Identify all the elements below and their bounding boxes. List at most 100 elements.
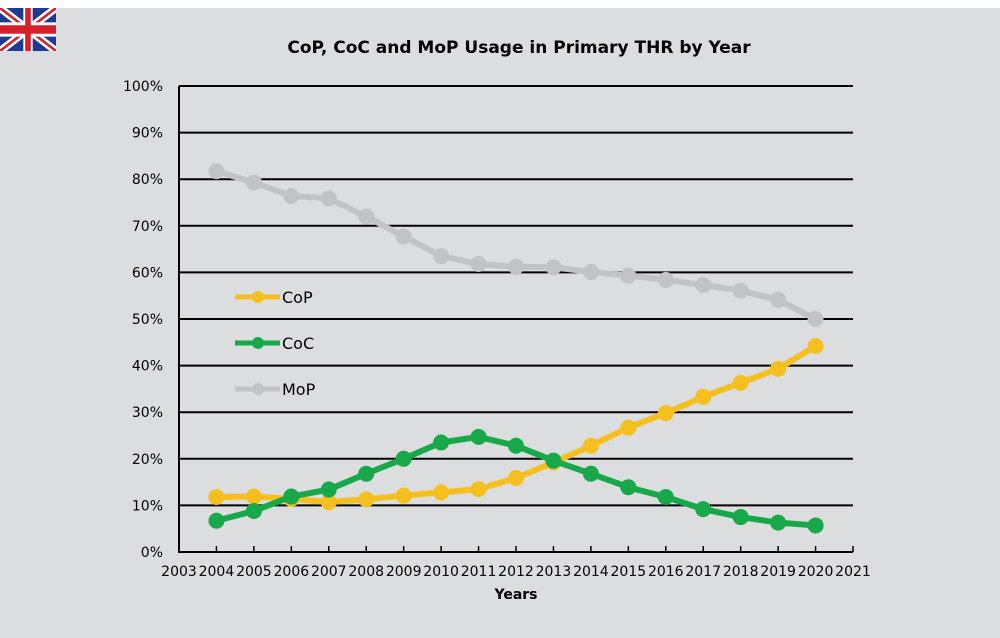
data-point-coc (582, 465, 599, 482)
data-point-cop (208, 489, 225, 506)
y-tick-label: 100% (123, 79, 163, 95)
x-tick-label: 2020 (798, 564, 834, 580)
data-point-cop (770, 360, 787, 377)
x-tick-label: 2021 (835, 564, 871, 580)
data-point-mop (582, 263, 599, 280)
y-tick-label: 0% (141, 545, 163, 561)
series-layer (208, 163, 824, 534)
x-tick-label: 2007 (311, 564, 347, 580)
data-point-cop (358, 491, 375, 508)
data-point-coc (283, 488, 300, 505)
legend-item-mop: MoP (235, 380, 316, 399)
x-axis-ticks: 2003 2004 2005 2006 2007 2008 2009 2010 2011 2012… (161, 546, 871, 580)
y-tick-label: 10% (132, 498, 163, 514)
data-point-mop (208, 163, 225, 180)
data-point-coc (470, 428, 487, 445)
x-tick-label: 2013 (536, 564, 572, 580)
data-point-cop (620, 419, 637, 436)
data-point-mop (807, 311, 824, 327)
data-point-coc (358, 465, 375, 482)
y-tick-label: 20% (132, 452, 163, 468)
data-point-cop (395, 487, 412, 504)
data-point-cop (433, 484, 450, 501)
legend-swatch-marker (252, 383, 264, 395)
x-tick-label: 2018 (723, 564, 759, 580)
legend-label: CoP (282, 288, 313, 307)
data-point-coc (732, 509, 749, 526)
data-point-cop (470, 481, 487, 498)
x-tick-label: 2004 (199, 564, 235, 580)
data-point-cop (245, 488, 262, 505)
data-point-coc (395, 450, 412, 467)
x-tick-label: 2016 (648, 564, 684, 580)
x-tick-label: 2011 (461, 564, 497, 580)
gridlines (179, 85, 853, 507)
legend-item-coc: CoC (235, 334, 314, 353)
chart-background (0, 8, 1000, 638)
data-point-coc (320, 481, 337, 498)
series-coc (208, 428, 824, 534)
data-point-cop (807, 338, 824, 355)
legend-label: CoC (282, 334, 314, 353)
x-tick-label: 2014 (573, 564, 609, 580)
y-axis-ticks: 0% 10% 20% 30% 40% 50% 60% 70% 80% 90% 100% (123, 79, 163, 561)
data-point-cop (695, 388, 712, 405)
data-point-coc (208, 512, 225, 529)
data-point-coc (807, 517, 824, 534)
data-point-coc (545, 452, 562, 469)
x-tick-label: 2006 (274, 564, 310, 580)
uk-flag-icon (0, 8, 56, 51)
y-tick-label: 30% (132, 405, 163, 421)
data-point-mop (508, 258, 524, 275)
x-axis-title: Years (493, 587, 537, 603)
x-tick-label: 2010 (423, 564, 459, 580)
legend-swatch-marker (252, 291, 264, 303)
data-point-cop (508, 469, 524, 486)
data-point-mop (283, 187, 300, 204)
data-point-mop (657, 271, 674, 288)
chart-title: CoP, CoC and MoP Usage in Primary THR by… (287, 38, 751, 58)
data-point-mop (320, 190, 337, 207)
x-tick-label: 2008 (348, 564, 384, 580)
x-tick-label: 2012 (498, 564, 534, 580)
x-tick-label: 2017 (685, 564, 721, 580)
data-point-mop (545, 259, 562, 276)
data-point-coc (620, 479, 637, 496)
x-tick-label: 2015 (611, 564, 647, 580)
x-tick-label: 2005 (236, 564, 272, 580)
x-tick-label: 2019 (760, 564, 796, 580)
data-point-coc (657, 489, 674, 506)
data-point-cop (582, 437, 599, 454)
legend-label: MoP (282, 380, 316, 399)
data-point-mop (245, 174, 262, 191)
legend: CoP CoC MoP (235, 288, 316, 399)
data-point-coc (770, 514, 787, 531)
data-point-mop (732, 282, 749, 299)
series-mop (208, 163, 824, 327)
y-tick-label: 90% (132, 126, 163, 142)
data-point-mop (470, 256, 487, 273)
x-tick-label: 2003 (161, 564, 197, 580)
data-point-mop (395, 228, 412, 245)
legend-swatch-marker (252, 337, 264, 349)
x-tick-label: 2009 (386, 564, 422, 580)
data-point-coc (245, 502, 262, 519)
y-tick-label: 50% (132, 312, 163, 328)
y-tick-label: 80% (132, 172, 163, 188)
y-tick-label: 40% (132, 359, 163, 375)
data-point-mop (770, 291, 787, 308)
data-point-mop (433, 248, 450, 265)
data-point-coc (508, 437, 524, 454)
data-point-coc (695, 501, 712, 518)
series-cop (208, 338, 824, 511)
data-point-mop (358, 208, 375, 225)
data-point-cop (320, 494, 337, 511)
data-point-coc (433, 434, 450, 451)
legend-item-cop: CoP (235, 288, 313, 307)
data-point-mop (695, 276, 712, 293)
y-tick-label: 60% (132, 265, 163, 281)
data-point-cop (732, 374, 749, 391)
y-tick-label: 70% (132, 219, 163, 235)
data-point-mop (620, 267, 637, 284)
